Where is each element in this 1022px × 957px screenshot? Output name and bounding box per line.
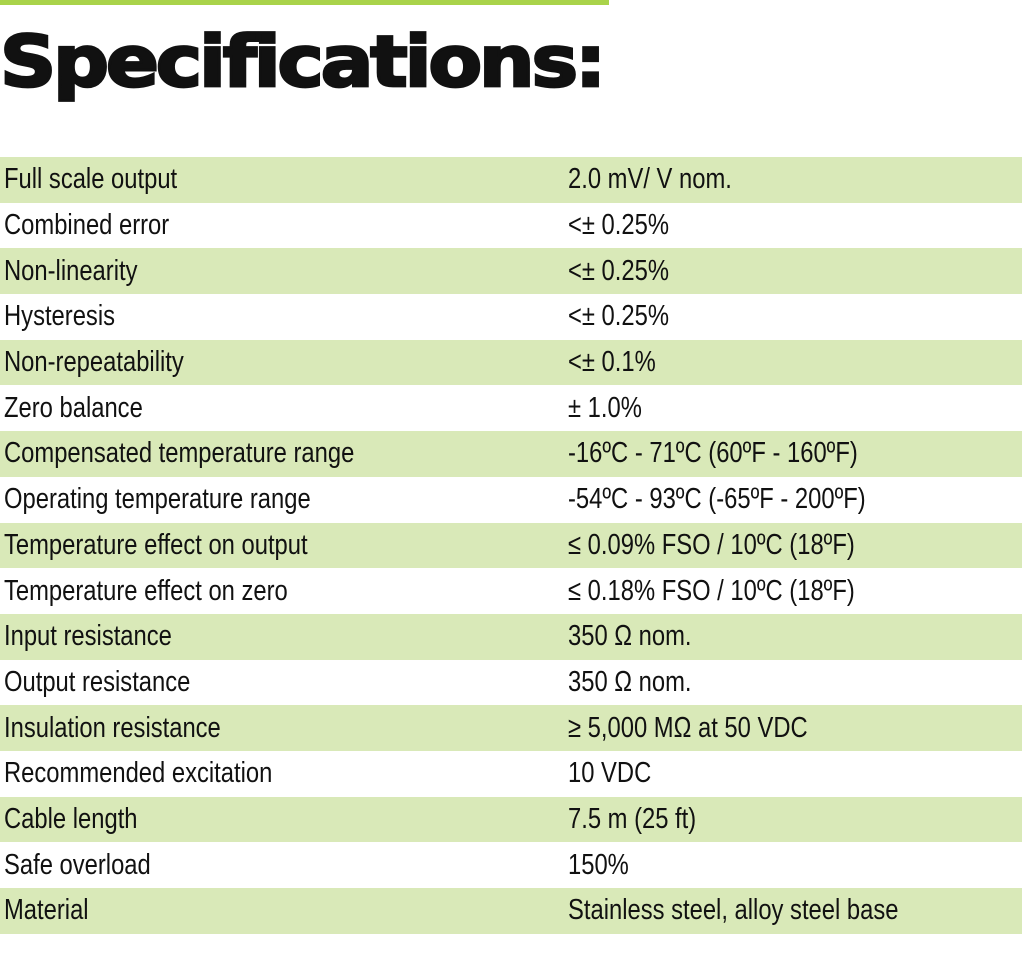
spec-label: Output resistance	[4, 665, 191, 698]
spec-label: Non-repeatability	[4, 346, 184, 379]
table-row: Hysteresis <± 0.25%	[0, 294, 1022, 340]
specifications-table: Full scale output 2.0 mV/ V nom. Combine…	[0, 157, 1022, 934]
spec-value: 2.0 mV/ V nom.	[568, 163, 732, 196]
table-row: Non-repeatability <± 0.1%	[0, 339, 1022, 386]
table-row: Zero balance ± 1.0%	[0, 385, 1022, 431]
spec-value: <± 0.25%	[568, 254, 669, 287]
spec-value: ≥ 5,000 MΩ at 50 VDC	[568, 711, 808, 744]
spec-label: Zero balance	[4, 391, 143, 424]
accent-bar	[0, 0, 609, 5]
spec-value: -16ºC - 71ºC (60ºF - 160ºF)	[568, 437, 858, 470]
table-row: Temperature effect on zero ≤ 0.18% FSO /…	[0, 568, 1022, 614]
spec-label: Non-linearity	[4, 254, 138, 287]
spec-value: <± 0.25%	[568, 300, 669, 333]
spec-label: Operating temperature range	[4, 483, 311, 516]
spec-value: ≤ 0.18% FSO / 10ºC (18ºF)	[568, 574, 855, 607]
spec-label: Input resistance	[4, 620, 172, 653]
spec-label: Safe overload	[4, 848, 151, 881]
spec-label: Recommended excitation	[4, 757, 273, 790]
spec-value: <± 0.25%	[568, 209, 669, 242]
page-title: Specifications:	[0, 21, 608, 105]
table-row: Output resistance 350 Ω nom.	[0, 660, 1022, 706]
table-row: Non-linearity <± 0.25%	[0, 248, 1022, 295]
spec-label: Hysteresis	[4, 300, 115, 333]
spec-value: 350 Ω nom.	[568, 620, 692, 653]
spec-value: Stainless steel, alloy steel base	[568, 894, 899, 927]
table-row: Material Stainless steel, alloy steel ba…	[0, 888, 1022, 934]
table-row: Cable length 7.5 m (25 ft)	[0, 796, 1022, 843]
spec-value: ≤ 0.09% FSO / 10ºC (18ºF)	[568, 528, 855, 561]
table-row: Input resistance 350 Ω nom.	[0, 613, 1022, 660]
spec-label: Temperature effect on output	[4, 528, 308, 561]
spec-value: 350 Ω nom.	[568, 665, 692, 698]
table-row: Operating temperature range -54ºC - 93ºC…	[0, 477, 1022, 523]
table-row: Full scale output 2.0 mV/ V nom.	[0, 157, 1022, 203]
spec-label: Cable length	[4, 802, 138, 835]
spec-label: Combined error	[4, 209, 170, 242]
table-row: Safe overload 150%	[0, 842, 1022, 888]
spec-label: Insulation resistance	[4, 711, 221, 744]
table-row: Insulation resistance ≥ 5,000 MΩ at 50 V…	[0, 705, 1022, 751]
spec-value: 150%	[568, 848, 629, 881]
spec-value: 7.5 m (25 ft)	[568, 802, 697, 835]
spec-value: <± 0.1%	[568, 346, 656, 379]
spec-value: ± 1.0%	[568, 391, 642, 424]
table-row: Compensated temperature range -16ºC - 71…	[0, 431, 1022, 477]
spec-label: Full scale output	[4, 163, 178, 196]
spec-value: -54ºC - 93ºC (-65ºF - 200ºF)	[568, 483, 866, 516]
table-row: Temperature effect on output ≤ 0.09% FSO…	[0, 522, 1022, 569]
table-row: Combined error <± 0.25%	[0, 203, 1022, 249]
spec-label: Temperature effect on zero	[4, 574, 288, 607]
spec-label: Compensated temperature range	[4, 437, 355, 470]
spec-label: Material	[4, 894, 89, 927]
table-row: Recommended excitation 10 VDC	[0, 751, 1022, 797]
spec-value: 10 VDC	[568, 757, 652, 790]
